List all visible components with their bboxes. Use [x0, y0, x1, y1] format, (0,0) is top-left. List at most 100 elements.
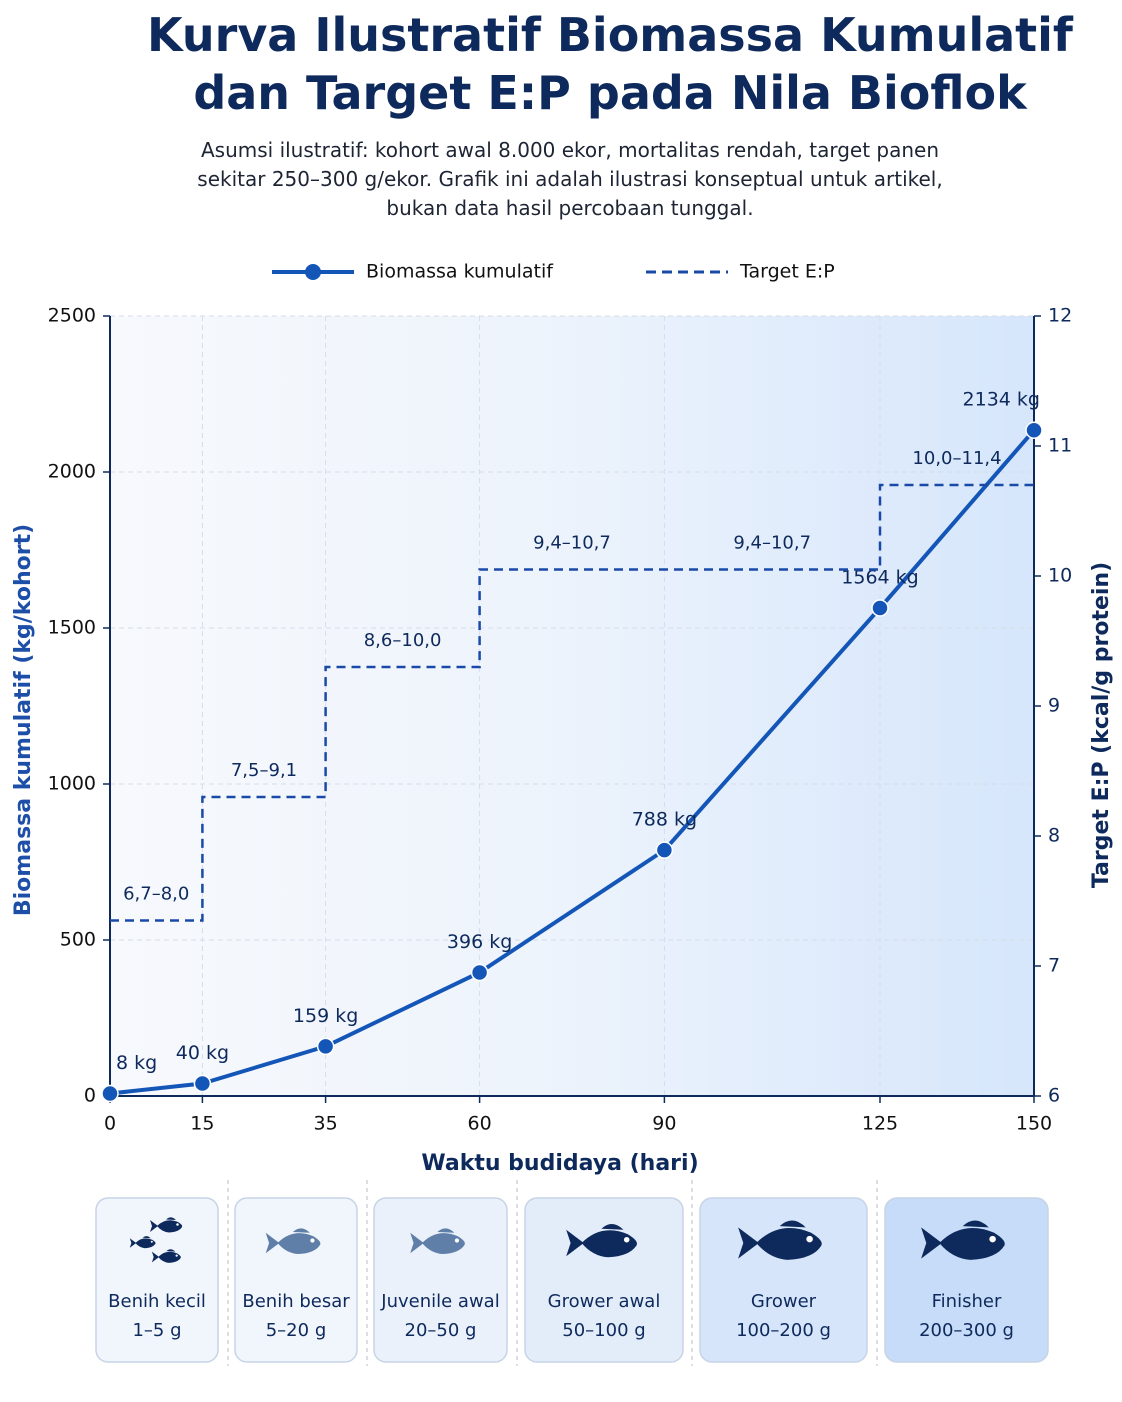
biomass-point: [316, 1037, 335, 1056]
fish-eye: [989, 1235, 996, 1243]
y-tick-label: 2500: [48, 305, 96, 327]
x-tick-label: 125: [862, 1113, 898, 1135]
y-tick-label: 2000: [48, 461, 96, 483]
y2-tick-label: 11: [1048, 435, 1072, 457]
fish-icon: [566, 1224, 637, 1258]
fish-body: [939, 1227, 1005, 1260]
fish-tail: [151, 1251, 160, 1263]
fish-tail: [566, 1229, 584, 1257]
fish-body: [157, 1220, 183, 1233]
fish-fin: [779, 1220, 806, 1228]
biomass-point: [871, 599, 889, 617]
stage-box: [699, 1197, 868, 1363]
biomass-point: [470, 963, 489, 982]
stage-size: 100–200 g: [736, 1320, 831, 1341]
stage-name: Grower awal: [548, 1291, 661, 1312]
ep-label: 9,4–10,7: [533, 533, 611, 554]
ep-label: 9,4–10,7: [733, 533, 811, 554]
value-label: 159 kg: [293, 1005, 358, 1027]
fish-tail: [921, 1227, 942, 1259]
legend-marker: [305, 264, 321, 280]
stage-box: [373, 1197, 508, 1363]
fish-tail: [129, 1238, 137, 1248]
ep-label: 7,5–9,1: [231, 760, 297, 781]
fish-body: [581, 1230, 637, 1258]
y-axis-label: Biomassa kumulatif (kg/kohort): [11, 524, 36, 916]
y-tick-label: 500: [60, 929, 96, 951]
fish-icon: [921, 1220, 1005, 1260]
fish-eye: [310, 1238, 315, 1243]
x-tick-label: 150: [1016, 1113, 1052, 1135]
stage-name: Benih besar: [242, 1291, 350, 1312]
stage-size: 50–100 g: [562, 1320, 645, 1341]
legend-label: Biomassa kumulatif: [366, 261, 554, 283]
fish-fin: [166, 1217, 176, 1220]
fish-icon: [129, 1236, 156, 1249]
chart-title: Kurva Ilustratif Biomassa Kumulatif dan …: [147, 8, 1073, 120]
ep-label: 6,7–8,0: [123, 884, 189, 905]
stage-size: 20–50 g: [405, 1320, 477, 1341]
fish-tail: [738, 1227, 759, 1259]
x-tick-label: 35: [314, 1113, 338, 1135]
ep-label: 8,6–10,0: [364, 630, 442, 651]
fish-fin: [962, 1220, 989, 1228]
stage-size: 5–20 g: [266, 1320, 327, 1341]
y2-tick-label: 12: [1048, 305, 1072, 327]
biomass-point: [101, 1084, 119, 1103]
fish-eye: [175, 1254, 178, 1257]
y2-axis-label: Target E:P (kcal/g protein): [1089, 562, 1114, 888]
ep-step-line: [110, 483, 1034, 922]
stage-box: [234, 1197, 358, 1363]
legend-label: Target E:P: [739, 261, 835, 283]
fish-eye: [150, 1240, 153, 1243]
fish-icon: [151, 1249, 181, 1263]
fish-tail: [150, 1220, 158, 1232]
value-label: 396 kg: [447, 931, 512, 953]
fish-fin: [292, 1228, 310, 1233]
fish-fin: [166, 1249, 176, 1252]
stage-box: [524, 1197, 684, 1363]
fish-tail: [265, 1232, 280, 1254]
value-label: 40 kg: [176, 1042, 229, 1064]
stage-name: Benih kecil: [108, 1291, 206, 1312]
biomass-point: [1025, 421, 1043, 439]
x-axis-label: Waktu budidaya (hari): [421, 1151, 698, 1176]
fish-fin: [601, 1224, 624, 1230]
y-tick-label: 1500: [48, 617, 96, 639]
fish-fin: [437, 1228, 455, 1233]
value-label: 788 kg: [632, 809, 697, 831]
fish-icon: [150, 1217, 183, 1233]
y2-tick-label: 7: [1048, 955, 1060, 977]
y-tick-label: 0: [84, 1085, 96, 1107]
x-tick-label: 90: [652, 1113, 676, 1135]
value-label: 1564 kg: [841, 567, 918, 589]
stage-name: Grower: [751, 1291, 817, 1312]
stage-size: 200–300 g: [919, 1320, 1014, 1341]
y2-tick-label: 8: [1048, 825, 1060, 847]
stage-box: [95, 1197, 219, 1363]
x-tick-label: 60: [468, 1113, 492, 1135]
x-tick-label: 0: [104, 1113, 116, 1135]
y2-tick-label: 6: [1048, 1085, 1060, 1107]
biomass-point: [655, 841, 674, 859]
fish-eye: [454, 1238, 460, 1243]
fish-body: [756, 1227, 822, 1260]
fish-fin: [142, 1236, 151, 1239]
stage-name: Juvenile awal: [380, 1291, 499, 1312]
ep-label: 10,0–11,4: [912, 448, 1001, 469]
fish-body: [158, 1251, 181, 1263]
fish-eye: [176, 1223, 179, 1226]
biomass-point: [193, 1074, 212, 1093]
plot-area: [110, 316, 1034, 1096]
fish-body: [277, 1233, 321, 1255]
fish-icon: [738, 1220, 822, 1260]
x-tick-label: 15: [190, 1113, 214, 1135]
chart-subtitle: Asumsi ilustratif: kohort awal 8.000 eko…: [197, 138, 943, 220]
fish-eye: [623, 1236, 630, 1243]
y2-tick-label: 10: [1048, 565, 1072, 587]
fish-eye: [806, 1235, 813, 1243]
y-tick-label: 1000: [48, 773, 96, 795]
fish-body: [422, 1233, 465, 1255]
